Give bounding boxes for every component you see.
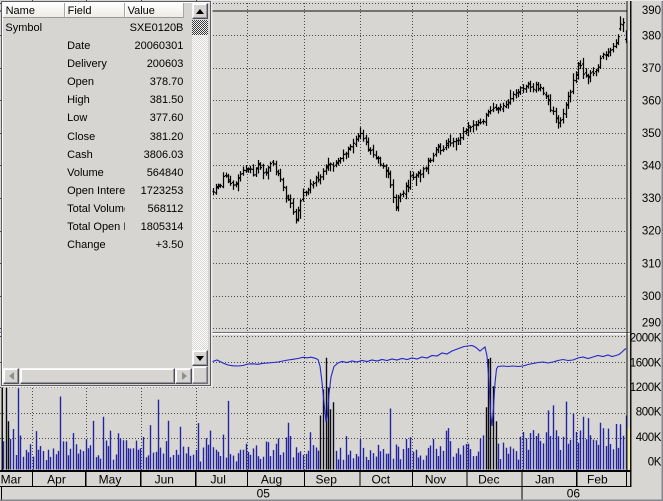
svg-text:May: May: [99, 472, 122, 486]
svg-text:290: 290: [642, 317, 661, 329]
svg-text:320: 320: [642, 226, 661, 238]
svg-text:Jul: Jul: [211, 472, 226, 486]
svg-text:05: 05: [257, 486, 271, 500]
svg-text:Apr: Apr: [47, 472, 66, 486]
svg-text:350: 350: [642, 128, 661, 140]
svg-text:380: 380: [642, 31, 661, 43]
svg-text:Sep: Sep: [316, 472, 338, 486]
svg-text:Aug: Aug: [261, 472, 282, 486]
svg-text:Feb: Feb: [587, 472, 608, 486]
svg-text:Mar: Mar: [1, 472, 22, 486]
svg-text:370: 370: [642, 63, 661, 75]
svg-text:340: 340: [642, 161, 661, 173]
svg-text:330: 330: [642, 193, 661, 205]
svg-text:Jan: Jan: [535, 472, 554, 486]
svg-text:Nov: Nov: [425, 472, 446, 486]
svg-text:390: 390: [642, 5, 661, 17]
svg-text:400K: 400K: [636, 432, 662, 444]
svg-text:Jun: Jun: [155, 472, 174, 486]
svg-text:800K: 800K: [636, 407, 662, 419]
svg-text:300: 300: [642, 291, 661, 303]
svg-text:360: 360: [642, 96, 661, 108]
svg-text:Dec: Dec: [478, 472, 499, 486]
svg-text:06: 06: [567, 486, 581, 500]
svg-text:1200K: 1200K: [630, 382, 662, 394]
svg-text:310: 310: [642, 258, 661, 270]
svg-text:Oct: Oct: [371, 472, 390, 486]
svg-text:2000K: 2000K: [630, 333, 662, 345]
svg-text:1600K: 1600K: [630, 357, 662, 369]
svg-text:0K: 0K: [648, 457, 662, 469]
